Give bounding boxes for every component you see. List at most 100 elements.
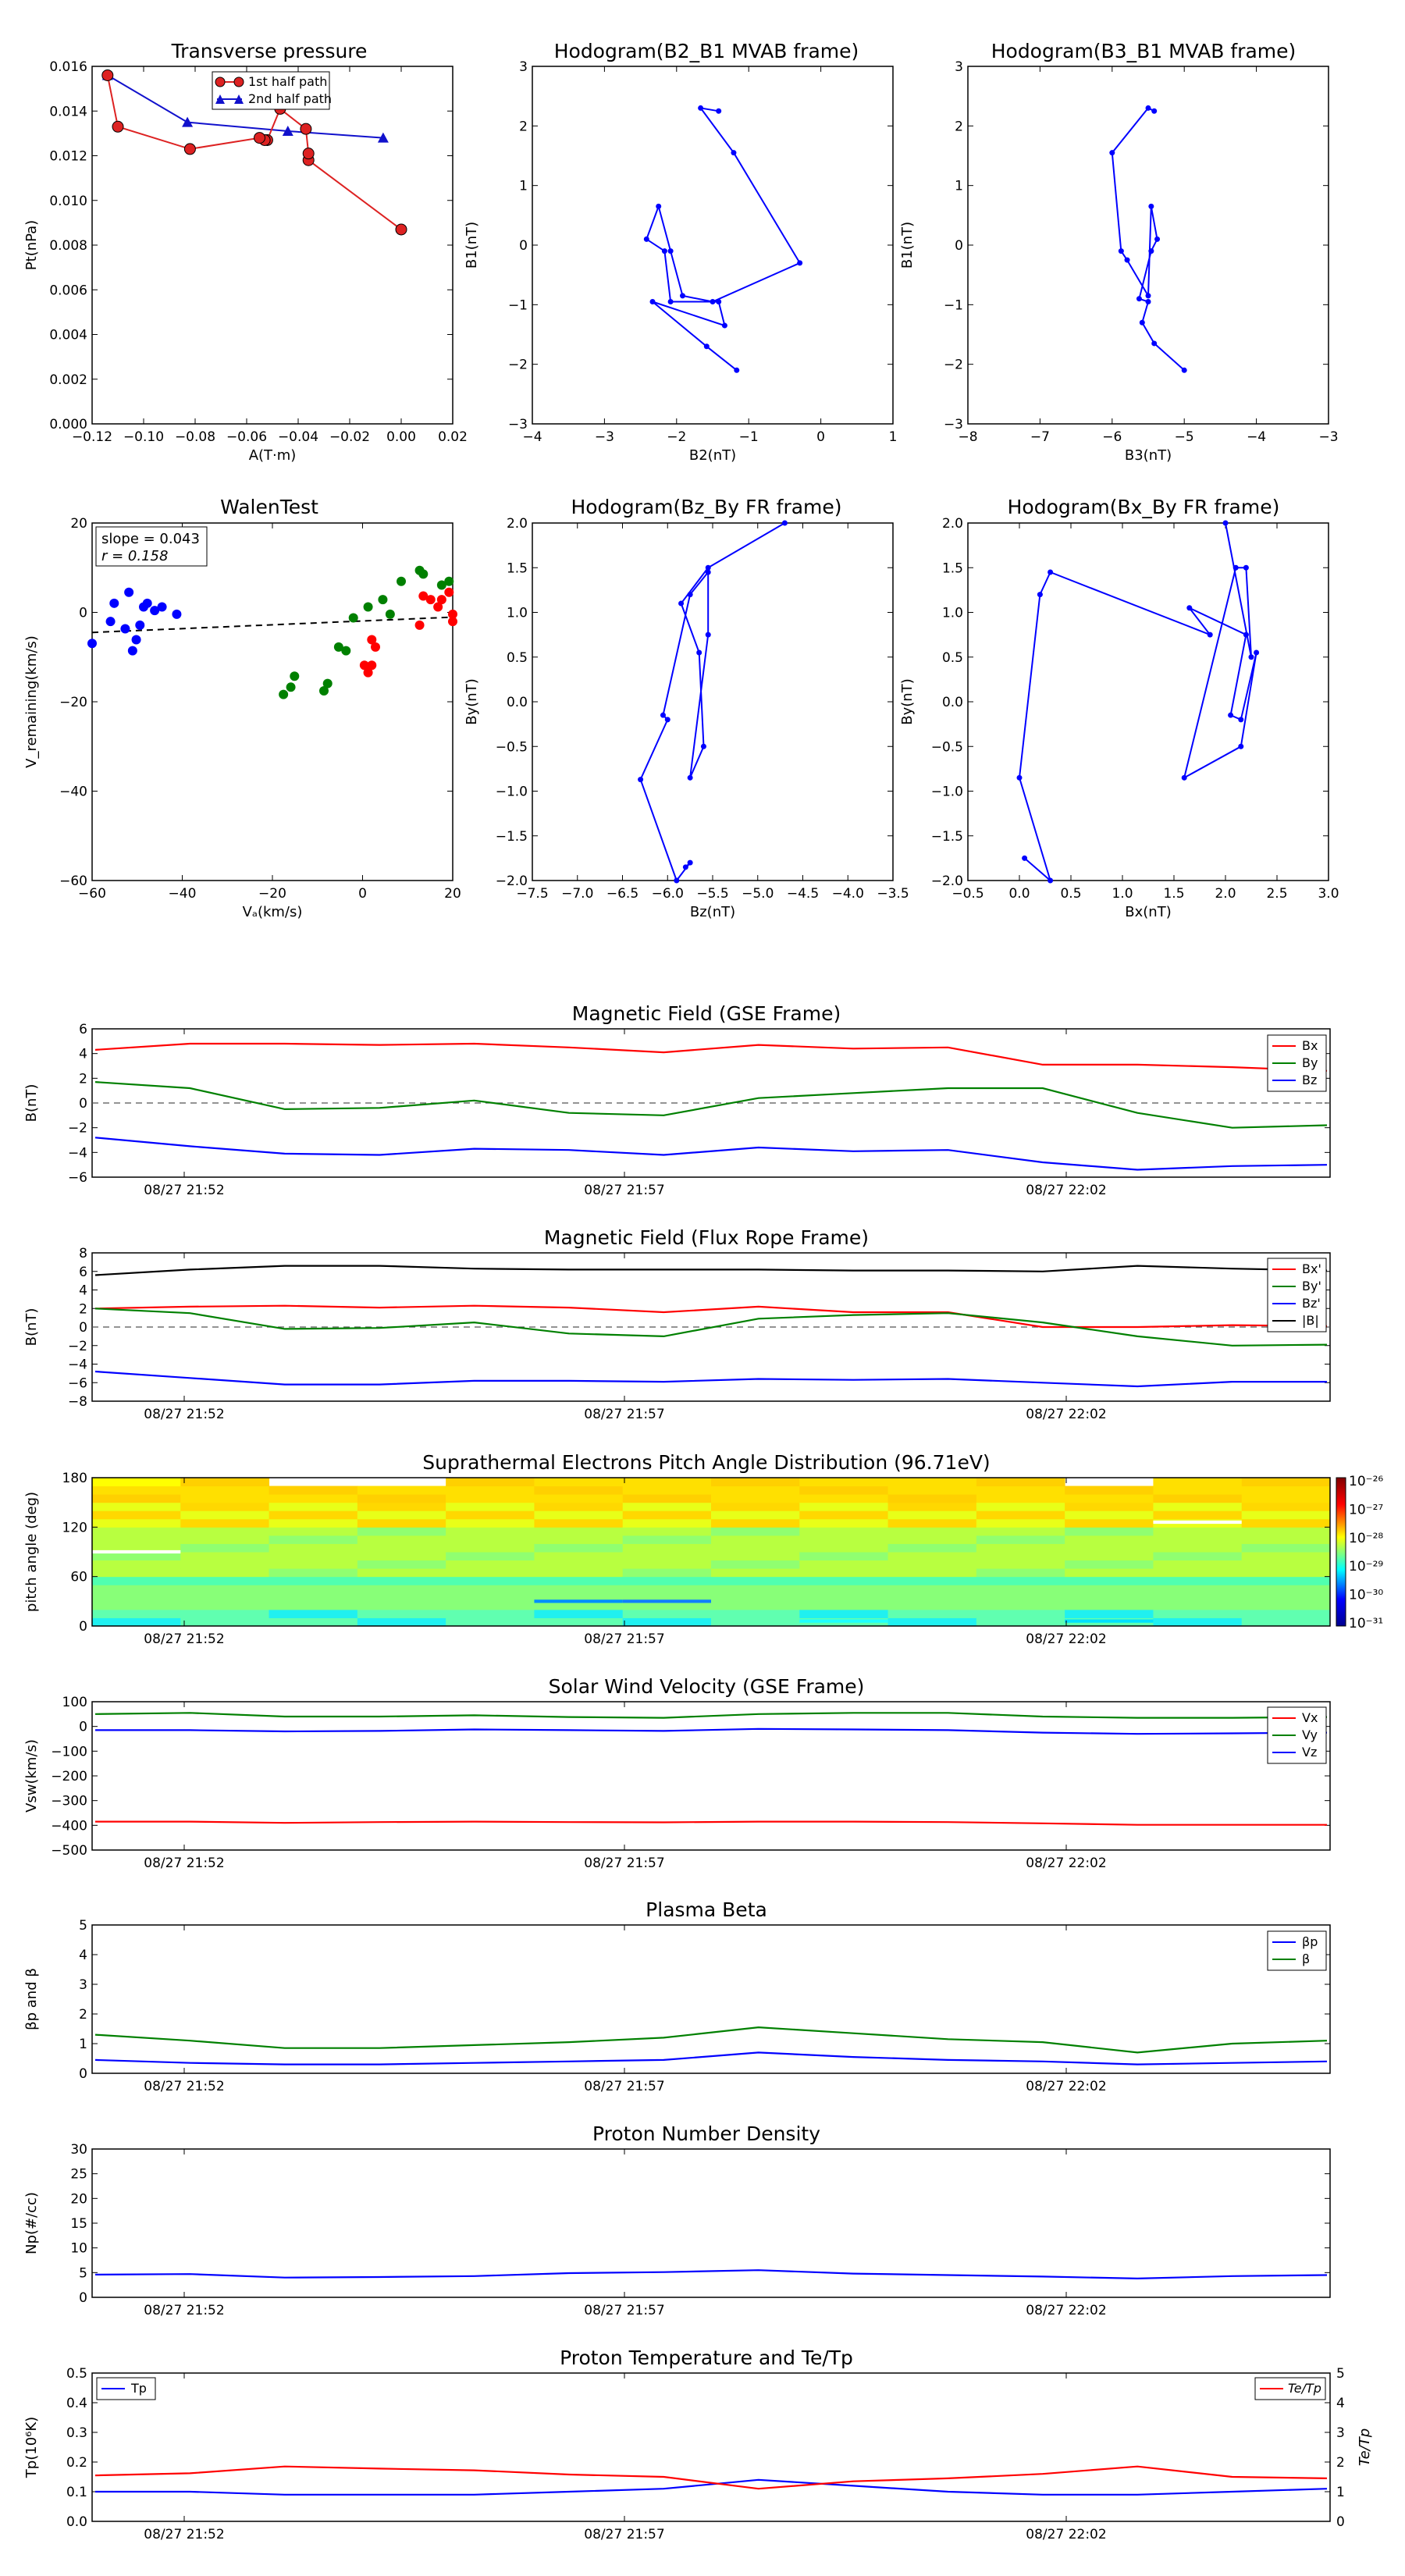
pad-heatmap-cell <box>976 1585 1065 1594</box>
fr-series-b-line <box>94 1265 1328 1276</box>
pad-heatmap-cell <box>976 1592 1065 1602</box>
walen-ylabel: V_remaining(km/s) <box>23 635 40 768</box>
pad-heatmap-cell <box>534 1576 624 1585</box>
pad-heatmap-cell <box>887 1617 977 1627</box>
h2-hodogram-point <box>1145 299 1151 305</box>
h4-ylabel: By(nT) <box>899 678 916 724</box>
tp-legend-marker-1 <box>233 76 244 87</box>
pad-heatmap-cell <box>357 1543 446 1553</box>
pad-heatmap-cell <box>887 1585 977 1594</box>
pad-heatmap-cell <box>180 1568 270 1578</box>
h3-ytick-label: 2.0 <box>507 516 528 532</box>
pad-heatmap-cell <box>887 1510 977 1520</box>
temp-ytick-label: 0.5 <box>66 2366 87 2382</box>
h1-frame <box>532 66 894 425</box>
pad-heatmap-cell <box>799 1568 889 1578</box>
pad-heatmap-cell <box>92 1543 181 1553</box>
pad-heatmap-cell <box>1065 1502 1154 1511</box>
pad-ytick-label: 0 <box>79 1619 87 1635</box>
temp-ylabel: Tp(10⁶K) <box>23 2417 40 2478</box>
h3-hodogram-point <box>705 632 711 638</box>
np-frame <box>91 2148 1331 2298</box>
pad-heatmap-cell <box>1241 1494 1331 1503</box>
h1-xtick-label: −2 <box>667 429 686 445</box>
h4-hodogram-point <box>1207 632 1213 638</box>
pad-heatmap-cell <box>622 1478 712 1487</box>
h4-hodogram-point <box>1248 654 1254 660</box>
pad-heatmap-cell <box>976 1494 1065 1503</box>
pad-heatmap-cell <box>622 1518 712 1528</box>
pad-heatmap-cell <box>180 1478 270 1487</box>
pad-heatmap-cell <box>180 1576 270 1585</box>
h1-hodogram-point <box>656 203 662 209</box>
walen-ytick-label: 20 <box>70 516 87 532</box>
pad-heatmap-cell <box>976 1502 1065 1511</box>
sw-frame <box>91 1701 1331 1851</box>
np-ytick-label: 25 <box>70 2167 87 2183</box>
pad-heatmap-cell <box>622 1592 712 1602</box>
h3-ytick-label: −1.0 <box>496 785 528 800</box>
pad-heatmap-cell <box>1153 1527 1243 1536</box>
beta-xtick-label: 08/27 21:52 <box>144 2079 224 2094</box>
pad-heatmap-cell <box>711 1527 800 1536</box>
pad-heatmap-cell <box>887 1560 977 1569</box>
pad-heatmap-streak <box>92 1550 181 1554</box>
temp-ytick-label: 0.1 <box>66 2485 87 2500</box>
pad-heatmap-cell <box>92 1502 181 1511</box>
pad-heatmap-cell <box>269 1535 358 1544</box>
pad-heatmap-cell <box>534 1552 624 1561</box>
pad-heatmap-cell <box>357 1510 446 1520</box>
np-title: Proton Number Density <box>592 2122 820 2145</box>
fr-ytick-label: −8 <box>68 1394 87 1410</box>
pad-heatmap-cell <box>92 1478 181 1487</box>
tp-ytick-label: 0.012 <box>49 149 87 165</box>
walen-point-green <box>378 595 388 605</box>
pad-heatmap-cell <box>1241 1510 1331 1520</box>
h2-hodogram-point <box>1139 319 1145 326</box>
pad-heatmap-cell <box>711 1617 800 1627</box>
tp-ytick-label: 0.014 <box>49 104 87 119</box>
sw-xtick-label: 08/27 21:57 <box>584 1856 664 1871</box>
pad-heatmap-cell <box>180 1585 270 1594</box>
pad-heatmap-cell <box>1241 1502 1331 1511</box>
pad-heatmap-cell <box>622 1560 712 1569</box>
pad-heatmap-cell <box>92 1535 181 1544</box>
h2-ylabel: B1(nT) <box>899 222 916 269</box>
pad-heatmap-cell <box>92 1510 181 1520</box>
pad-heatmap-cell <box>269 1585 358 1594</box>
pad-heatmap-cell <box>1153 1485 1243 1495</box>
mf-title: Magnetic Field (GSE Frame) <box>572 1002 841 1025</box>
pad-heatmap-cell <box>1065 1527 1154 1536</box>
mf-ytick-label: −2 <box>68 1121 87 1137</box>
h1-ytick-label: 0 <box>519 238 528 254</box>
pad-heatmap-cell <box>976 1576 1065 1585</box>
h4-xtick-label: 1.5 <box>1163 886 1184 902</box>
pad-heatmap-cell <box>622 1568 712 1578</box>
walen-annotation-box <box>95 526 208 567</box>
pad-heatmap-cell <box>1065 1585 1154 1594</box>
pad-heatmap-cell <box>534 1510 624 1520</box>
h2-hodogram-point <box>1154 236 1161 242</box>
pad-heatmap-cell <box>1065 1576 1154 1585</box>
pad-colorbar-label: 10⁻³¹ <box>1349 1616 1383 1631</box>
h3-xtick-label: −5.0 <box>742 886 774 902</box>
tp-first-path-marker <box>300 123 312 135</box>
pad-heatmap-cell <box>1065 1592 1154 1602</box>
temp-ytick-label-right: 0 <box>1336 2514 1345 2530</box>
pad-colorbar <box>1336 1477 1346 1627</box>
pad-heatmap-cell <box>1153 1609 1243 1618</box>
h1-hodogram-point <box>716 299 722 305</box>
pad-title: Suprathermal Electrons Pitch Angle Distr… <box>422 1451 990 1474</box>
pad-heatmap-cell <box>711 1543 800 1553</box>
pad-heatmap-cell <box>534 1601 624 1610</box>
h3-hodogram-point <box>705 564 711 571</box>
pad-heatmap-cell <box>887 1568 977 1578</box>
pad-heatmap-cell <box>799 1527 889 1536</box>
h2-xtick-label: −7 <box>1030 429 1050 445</box>
h4-hodogram-point <box>1186 605 1193 611</box>
temp-xtick-label: 08/27 21:57 <box>584 2527 664 2542</box>
h1-hodogram-point <box>734 367 740 373</box>
pad-heatmap-cell <box>269 1576 358 1585</box>
fr-legend-box <box>1267 1258 1327 1332</box>
pad-heatmap-cell <box>446 1617 535 1627</box>
